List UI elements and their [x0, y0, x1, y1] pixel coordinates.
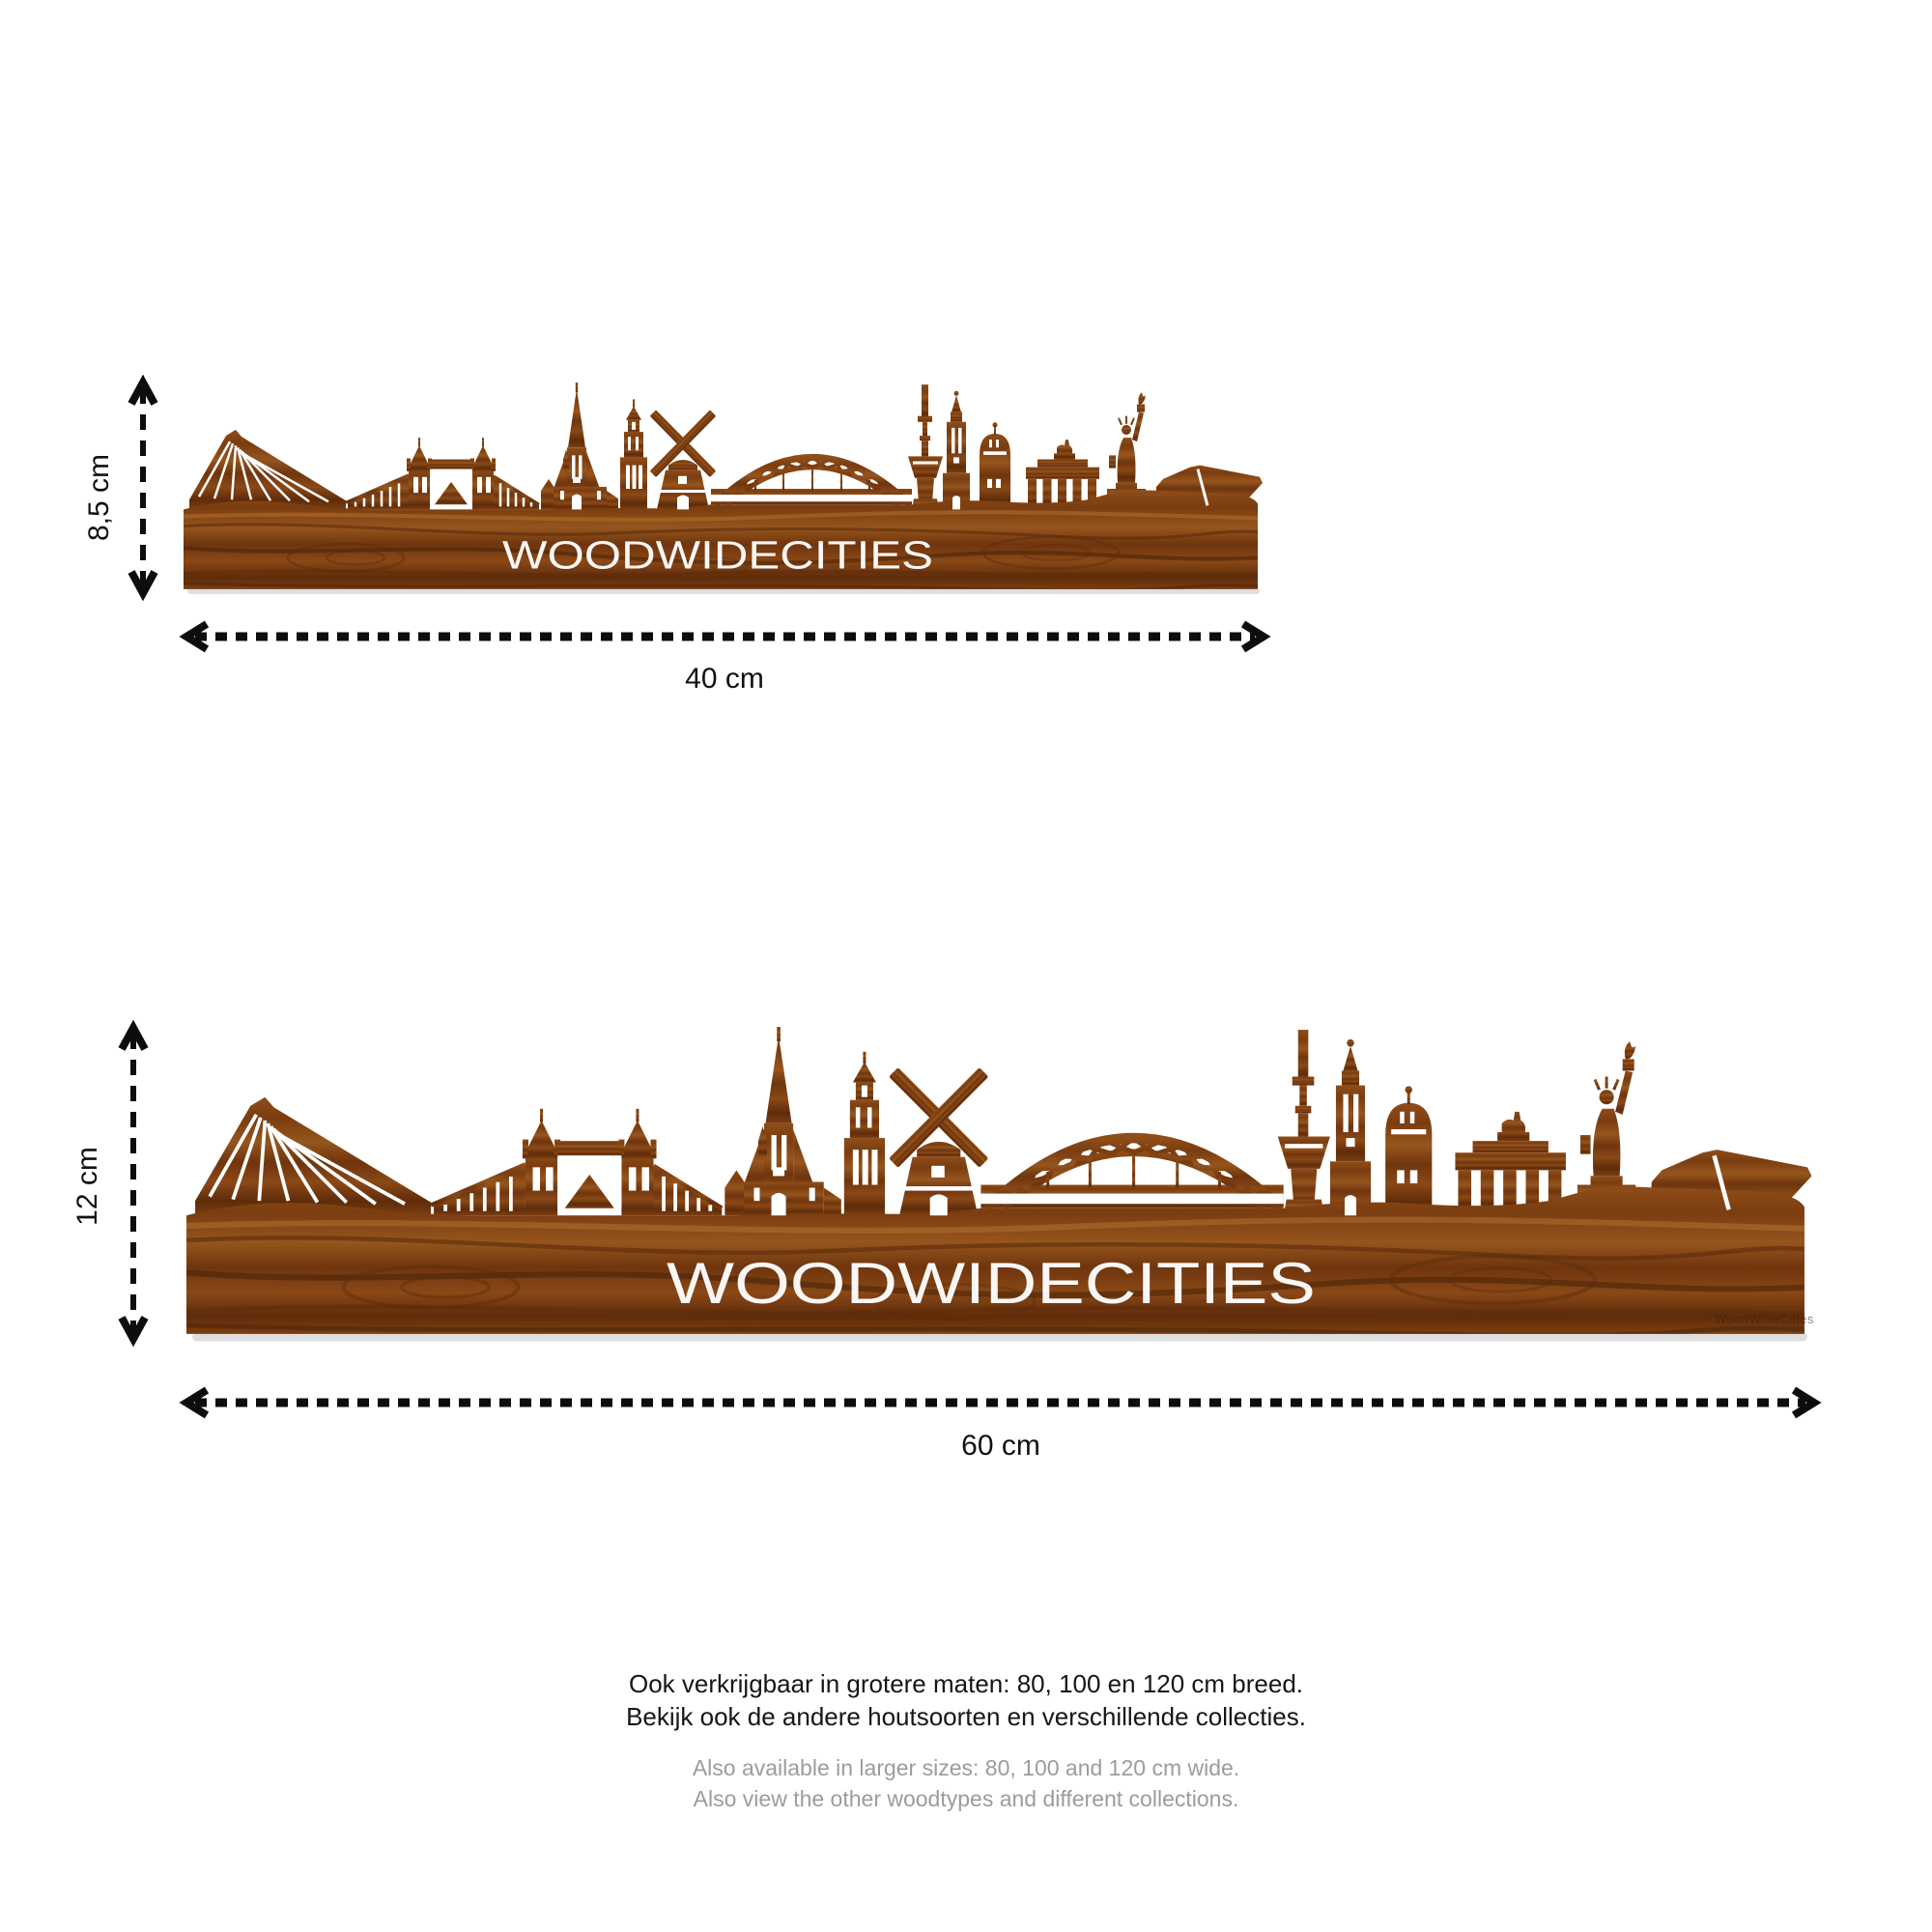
footer-nl-line2: Bekijk ook de andere houtsoorten en vers… — [626, 1702, 1306, 1731]
footer-en-line2: Also view the other woodtypes and differ… — [693, 1786, 1239, 1811]
height-label-small: 8,5 cm — [83, 454, 115, 541]
footer-nl-line1: Ook verkrijgbaar in grotere maten: 80, 1… — [628, 1669, 1304, 1698]
height-dimension-small — [128, 374, 158, 602]
skyline-small — [184, 383, 1263, 594]
width-label-small: 40 cm — [685, 663, 764, 695]
wood-watermark: WoodWideCities — [1715, 1312, 1814, 1326]
height-label-large: 12 cm — [71, 1147, 103, 1226]
footer-dutch: Ook verkrijgbaar in grotere maten: 80, 1… — [0, 1667, 1932, 1733]
height-dimension-large — [118, 1019, 149, 1348]
footer-en-line1: Also available in larger sizes: 80, 100 … — [692, 1755, 1240, 1780]
width-label-large: 60 cm — [961, 1430, 1040, 1462]
width-dimension-small — [179, 620, 1271, 653]
skyline-large — [186, 1027, 1811, 1341]
footer-english: Also available in larger sizes: 80, 100 … — [0, 1752, 1932, 1814]
width-dimension-large — [179, 1386, 1822, 1419]
